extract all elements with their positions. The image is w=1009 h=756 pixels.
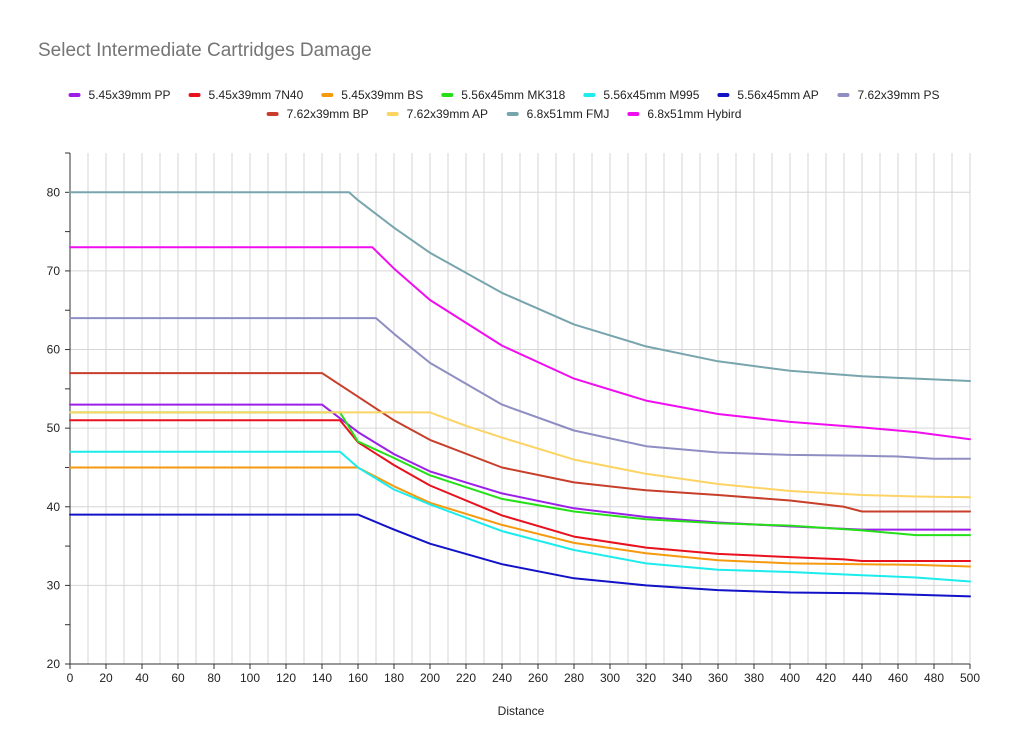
legend-label: 7.62x39mm PS: [857, 88, 939, 102]
legend-item[interactable]: 7.62x39mm AP: [386, 107, 488, 121]
series-line: [69, 450, 971, 583]
legend-label: 6.8x51mm Hybird: [647, 107, 741, 121]
legend-item[interactable]: 5.45x39mm 7N40: [188, 88, 304, 102]
y-tick-label: 40: [47, 500, 61, 514]
series-line: [69, 411, 971, 537]
legend-item[interactable]: 6.8x51mm Hybird: [627, 107, 741, 121]
x-tick-label: 440: [852, 671, 872, 685]
chart-title: Select Intermediate Cartridges Damage: [38, 40, 372, 61]
legend-label: 7.62x39mm AP: [407, 107, 488, 121]
x-axis-label: Distance: [498, 704, 545, 718]
legend-swatch: [441, 93, 454, 97]
x-tick-label: 300: [600, 671, 620, 685]
x-tick-label: 80: [207, 671, 221, 685]
legend-label: 5.45x39mm PP: [89, 88, 171, 102]
x-tick-label: 240: [492, 671, 512, 685]
x-tick-label: 360: [708, 671, 728, 685]
legend-swatch: [837, 93, 850, 97]
series-line: [69, 513, 971, 598]
legend[interactable]: 5.45x39mm PP 5.45x39mm 7N40 5.45x39mm BS 5.…: [68, 88, 940, 121]
series-line: [69, 191, 971, 382]
x-tick-label: 180: [384, 671, 404, 685]
x-tick-label: 460: [888, 671, 908, 685]
x-tick-label: 500: [960, 671, 980, 685]
series-line: [69, 317, 971, 460]
legend-swatch: [627, 112, 640, 116]
legend-item[interactable]: 7.62x39mm BP: [266, 107, 369, 121]
legend-swatch: [386, 112, 399, 116]
legend-item[interactable]: 5.45x39mm BS: [321, 88, 423, 102]
x-tick-label: 100: [240, 671, 260, 685]
legend-item[interactable]: 5.56x45mm M995: [583, 88, 700, 102]
x-tick-label: 320: [636, 671, 656, 685]
x-tick-label: 160: [348, 671, 368, 685]
x-tick-label: 420: [816, 671, 836, 685]
legend-item[interactable]: 6.8x51mm FMJ: [506, 107, 610, 121]
x-tick-label: 40: [135, 671, 149, 685]
legend-label: 5.56x45mm AP: [737, 88, 818, 102]
legend-label: 7.62x39mm BP: [287, 107, 369, 121]
series-line: [69, 411, 971, 499]
y-tick-label: 80: [47, 185, 61, 199]
x-tick-label: 340: [672, 671, 692, 685]
legend-swatch: [266, 112, 279, 116]
legend-item[interactable]: 5.56x45mm MK318: [441, 88, 566, 102]
series-line: [69, 372, 971, 513]
x-tick-label: 280: [564, 671, 584, 685]
x-tick-label: 120: [276, 671, 296, 685]
legend-swatch: [717, 93, 730, 97]
legend-swatch: [506, 112, 519, 116]
y-tick-label: 20: [47, 657, 61, 671]
legend-swatch: [583, 93, 596, 97]
legend-label: 5.45x39mm BS: [341, 88, 423, 102]
axes: 20 30 40 50 60 70 80 0 20 40 60 80 100 120 140 160 180 20…: [47, 152, 980, 685]
x-tick-label: 140: [312, 671, 332, 685]
x-tick-label: 200: [420, 671, 440, 685]
legend-swatch: [188, 93, 201, 97]
y-tick-label: 60: [47, 343, 61, 357]
legend-item[interactable]: 5.56x45mm AP: [717, 88, 819, 102]
x-tick-label: 260: [528, 671, 548, 685]
legend-item[interactable]: 5.45x39mm PP: [68, 88, 171, 102]
legend-swatch: [68, 93, 81, 97]
x-tick-label: 20: [99, 671, 113, 685]
legend-label: 5.56x45mm M995: [603, 88, 699, 102]
legend-label: 5.45x39mm 7N40: [209, 88, 304, 102]
y-tick-label: 30: [47, 578, 61, 592]
series-line: [69, 466, 971, 568]
x-tick-label: 220: [456, 671, 476, 685]
y-tick-label: 50: [47, 421, 61, 435]
x-tick-label: 480: [924, 671, 944, 685]
x-tick-label: 60: [171, 671, 185, 685]
legend-label: 6.8x51mm FMJ: [527, 107, 610, 121]
x-tick-label: 380: [744, 671, 764, 685]
series-line: [69, 246, 971, 441]
grid: [70, 153, 971, 664]
legend-swatch: [321, 93, 334, 97]
series-lines: [69, 191, 971, 598]
legend-label: 5.56x45mm MK318: [461, 88, 565, 102]
legend-item[interactable]: 7.62x39mm PS: [837, 88, 939, 102]
x-tick-label: 0: [67, 671, 74, 685]
series-line: [69, 419, 971, 562]
x-tick-label: 400: [780, 671, 800, 685]
y-tick-label: 70: [47, 264, 61, 278]
